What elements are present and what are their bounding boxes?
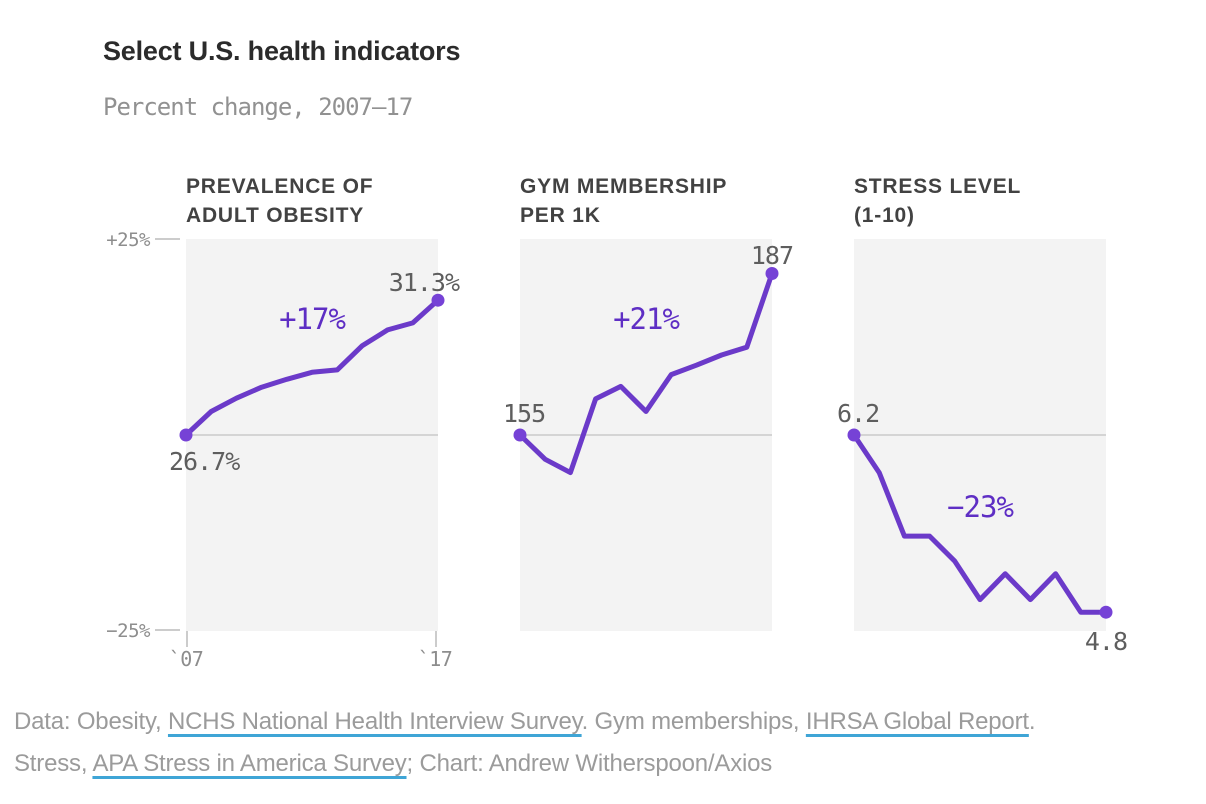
panel-obesity: PREVALENCE OF ADULT OBESITY 26.7% 31.3% …: [169, 172, 460, 642]
y-axis-top-tick: [155, 238, 180, 240]
chart-subtitle: Percent change, 2007–17: [103, 93, 413, 121]
footer-text: Data: Obesity,: [14, 708, 168, 735]
footer-text: . Gym memberships,: [581, 708, 806, 735]
panel-gym-membership: GYM MEMBERSHIP PER 1K 155 187 +21%: [503, 172, 794, 642]
trend-line: [183, 297, 441, 438]
gym-end-value: 187: [750, 241, 794, 271]
attribution-line: Stress, APA Stress in America Survey; Ch…: [14, 743, 1194, 785]
obesity-line-chart: [179, 293, 445, 442]
stress-plot-area: 6.2 4.8 −23%: [837, 239, 1128, 656]
data-point-dot: [1099, 605, 1113, 619]
footer-text: Stress,: [14, 750, 93, 777]
y-axis-bottom-label: −25%: [106, 620, 150, 642]
gym-plot-area: 155 187 +21%: [503, 239, 794, 631]
x-axis-tick-2017: [435, 631, 437, 647]
footer-text: .: [1028, 708, 1036, 735]
y-axis-bottom-tick: [155, 629, 180, 631]
panel-title-line: STRESS LEVEL: [854, 175, 1022, 198]
source-link[interactable]: IHRSA Global Report: [805, 708, 1029, 735]
panel-title-line: PER 1K: [520, 204, 601, 227]
source-link[interactable]: NCHS National Health Interview Survey: [167, 708, 582, 735]
source-attribution: Data: Obesity, NCHS National Health Inte…: [14, 701, 1194, 785]
panel-title-line: (1-10): [854, 204, 915, 227]
panel-stress-level: STRESS LEVEL (1-10) 6.2 4.8 −23%: [837, 172, 1128, 656]
obesity-end-value: 31.3%: [388, 268, 460, 298]
stress-change-label: −23%: [947, 490, 1014, 524]
trend-line: [851, 432, 1109, 615]
trend-line: [517, 271, 775, 476]
page-title: Select U.S. health indicators: [103, 36, 461, 66]
panel-title-line: PREVALENCE OF: [186, 175, 374, 198]
obesity-plot-area: 26.7% 31.3% +17%: [169, 239, 460, 631]
data-point-dot: [431, 293, 445, 307]
stress-end-value: 4.8: [1084, 627, 1128, 657]
data-point-dot: [513, 428, 527, 442]
x-axis-label-2007: `07: [168, 647, 204, 671]
obesity-start-value: 26.7%: [169, 447, 240, 476]
gym-line-chart: [513, 267, 779, 476]
data-point-dot: [847, 428, 861, 442]
stress-start-value: 6.2: [837, 399, 880, 428]
attribution-line: Data: Obesity, NCHS National Health Inte…: [14, 701, 1194, 743]
gym-change-label: +21%: [613, 302, 680, 336]
source-link[interactable]: APA Stress in America Survey: [92, 750, 407, 777]
footer-text: ; Chart: Andrew Witherspoon/Axios: [406, 750, 773, 777]
stress-line-chart: [847, 428, 1113, 619]
panel-stress-title: STRESS LEVEL (1-10): [854, 172, 1021, 230]
panel-title-line: ADULT OBESITY: [186, 204, 365, 227]
panel-obesity-title: PREVALENCE OF ADULT OBESITY: [186, 172, 373, 230]
panel-gym-title: GYM MEMBERSHIP PER 1K: [520, 172, 727, 230]
panel-title-line: GYM MEMBERSHIP: [520, 175, 728, 198]
data-point-dot: [179, 428, 193, 442]
y-axis-top-label: +25%: [106, 229, 150, 251]
gym-start-value: 155: [503, 399, 546, 428]
x-axis-tick-2007: [186, 631, 188, 647]
data-point-dot: [765, 267, 779, 280]
obesity-change-label: +17%: [279, 302, 346, 336]
x-axis-label-2017: `17: [417, 647, 453, 671]
